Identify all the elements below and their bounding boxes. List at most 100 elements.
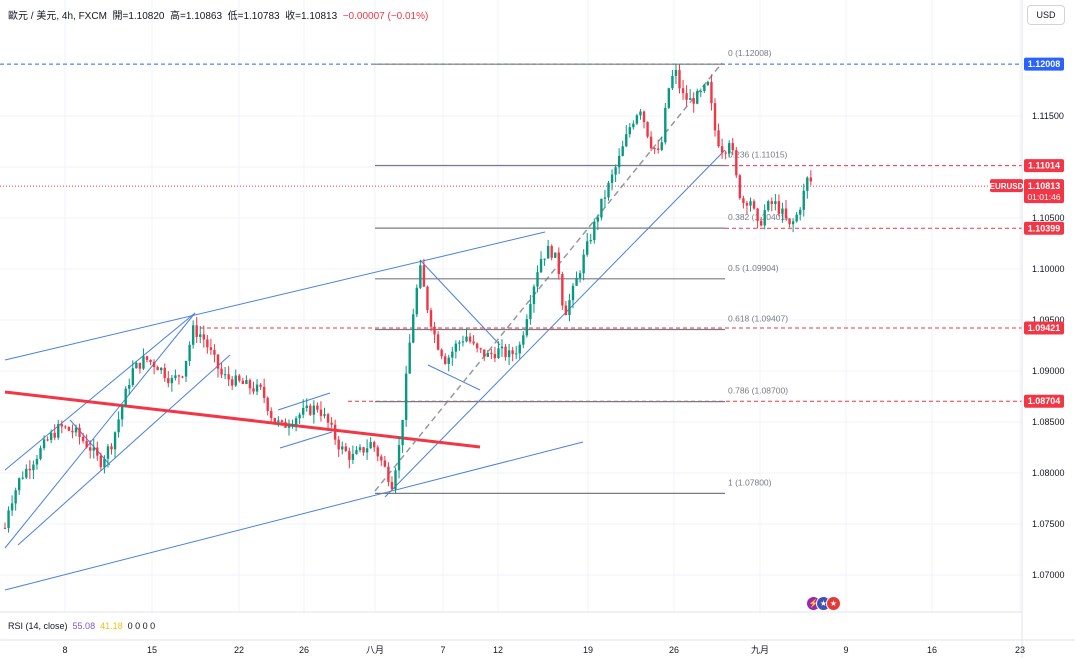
candle-body	[216, 354, 220, 369]
candle-body	[745, 203, 749, 206]
candle-body	[582, 254, 585, 274]
candle-body	[458, 342, 461, 344]
candle-body	[770, 201, 773, 204]
candle-body	[642, 111, 646, 123]
candle-body	[351, 453, 355, 460]
candlesticks	[3, 63, 813, 533]
price-badges: 1.12008 1.11014 1.10399 1.09421 1.08704 EURUS…	[990, 57, 1064, 408]
candle-body	[259, 384, 262, 387]
candle-body	[14, 490, 17, 504]
candle-body	[387, 466, 390, 482]
current-price-badge	[1024, 179, 1064, 204]
candle-body	[539, 258, 543, 273]
candle-body	[465, 336, 468, 342]
candle-body	[67, 427, 71, 431]
candle-body	[774, 201, 777, 204]
candle-body	[57, 424, 60, 438]
candle-body	[784, 208, 788, 219]
candle-body	[806, 177, 809, 191]
fib-level-label: 0.618 (1.09407)	[728, 313, 788, 323]
symbol-badge	[990, 179, 1023, 193]
fibonacci-retracement[interactable]: 0 (1.12008)0.236 (1.11015)0.382 (1.10401…	[375, 48, 788, 494]
price-tick-label: 1.08500	[1032, 417, 1065, 427]
candle-body	[46, 439, 49, 441]
candle-body	[433, 326, 436, 335]
price-badge	[1024, 321, 1064, 335]
candle-body	[227, 374, 230, 380]
rsi-legend[interactable]: RSI (14, close) 55.08 41.18 0 0 0 0	[8, 621, 155, 631]
candle-body	[160, 367, 163, 371]
candle-body	[621, 146, 624, 156]
candle-body	[550, 245, 553, 258]
candle-body	[188, 344, 191, 361]
candle-body	[35, 458, 39, 465]
candle-body	[522, 335, 525, 345]
flag-line	[419, 259, 501, 346]
candle-body	[412, 314, 415, 343]
candle-body	[355, 450, 358, 454]
small-flag-line	[279, 431, 333, 449]
candle-body	[373, 442, 376, 448]
candle-body	[78, 427, 81, 437]
candle-body	[742, 198, 745, 204]
fib-level-label: 0.236 (1.11015)	[728, 149, 788, 159]
candle-body	[788, 218, 791, 225]
price-badge-label: 1.08704	[1028, 396, 1061, 406]
candle-body	[649, 136, 653, 149]
candle-body	[497, 348, 500, 359]
candle-body	[546, 245, 550, 259]
candle-body	[759, 220, 763, 226]
candle-body	[341, 446, 344, 450]
candle-body	[486, 352, 489, 357]
price-tick-label: 1.11500	[1032, 111, 1064, 121]
candle-body	[245, 380, 248, 384]
candle-body	[564, 305, 568, 316]
candle-body	[284, 422, 287, 428]
upper-trendline	[4, 231, 546, 361]
candle-body	[25, 468, 28, 478]
candle-body	[490, 352, 493, 355]
drawings	[0, 62, 1022, 591]
symbol-title[interactable]: 歐元 / 美元, 4h, FXCM	[8, 11, 107, 22]
candle-body	[500, 346, 504, 349]
candle-body	[593, 221, 596, 241]
candle-body	[578, 273, 582, 278]
time-tick-label: 9	[843, 645, 848, 655]
candle-body	[614, 167, 617, 175]
candle-body	[42, 439, 46, 449]
fib-trend-dashed-line	[374, 62, 723, 492]
candle-body	[472, 341, 475, 344]
candle-body	[223, 374, 227, 376]
candle-body	[53, 432, 56, 438]
current-price-value: 1.10813	[1028, 181, 1061, 191]
candle-body	[507, 350, 511, 358]
candle-body	[706, 81, 710, 85]
candle-body	[96, 447, 99, 456]
open-value: 1.10820	[128, 11, 165, 22]
candle-body	[330, 422, 333, 425]
candle-body	[795, 214, 798, 222]
candle-body	[60, 424, 63, 427]
candle-body	[791, 221, 795, 225]
candle-body	[422, 265, 426, 287]
gridlines	[0, 0, 1022, 612]
candle-body	[749, 201, 752, 206]
time-axis[interactable]: 8 15 22 26 八月 7 12 19 26 九月 9 16 23	[0, 611, 1075, 655]
time-tick-label: 8	[62, 645, 67, 655]
fib-level-label: 0.786 (1.08700)	[728, 386, 788, 396]
candle-body	[10, 503, 14, 511]
candle-body	[294, 418, 298, 425]
time-tick-label: 12	[493, 645, 503, 655]
candle-body	[170, 378, 174, 384]
candle-body	[85, 441, 88, 448]
candle-body	[305, 405, 308, 408]
candle-body	[238, 375, 241, 381]
us-flag-icon[interactable]: ★	[826, 596, 841, 611]
candle-body	[241, 380, 245, 384]
price-tick-label: 1.10000	[1032, 264, 1065, 274]
candle-body	[120, 406, 124, 420]
candle-body	[809, 177, 813, 182]
currency-button[interactable]: USD	[1027, 5, 1065, 25]
candle-body	[678, 70, 681, 89]
